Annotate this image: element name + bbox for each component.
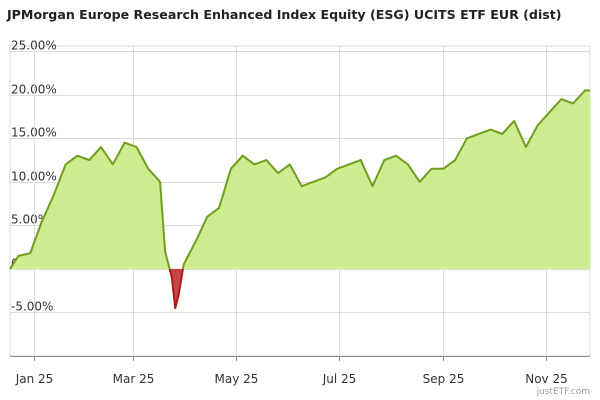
data-point xyxy=(53,194,55,196)
data-point xyxy=(513,120,515,122)
x-tick-label: Jul 25 xyxy=(322,372,357,386)
data-point xyxy=(301,185,303,187)
data-point xyxy=(171,277,173,279)
x-tick-label: May 25 xyxy=(215,372,259,386)
data-point xyxy=(88,159,90,161)
data-point xyxy=(174,307,176,309)
y-tick-label: 15.00% xyxy=(11,126,57,140)
x-tick-label: Sep 25 xyxy=(423,372,465,386)
data-point xyxy=(407,163,409,165)
data-point xyxy=(490,129,492,131)
data-point xyxy=(419,181,421,183)
data-point xyxy=(183,264,185,266)
data-point xyxy=(348,163,350,165)
negative-series-line xyxy=(168,268,184,310)
data-point xyxy=(478,133,480,135)
data-point xyxy=(65,163,67,165)
data-point xyxy=(584,89,586,91)
y-tick-label: 20.00% xyxy=(11,83,57,97)
data-point xyxy=(336,168,338,170)
data-point xyxy=(29,252,31,254)
data-point xyxy=(230,168,232,170)
data-point xyxy=(572,102,574,104)
data-point xyxy=(289,163,291,165)
data-point xyxy=(41,220,43,222)
y-tick-label: 25.00% xyxy=(11,39,57,53)
data-point xyxy=(147,168,149,170)
chart-title: JPMorgan Europe Research Enhanced Index … xyxy=(7,7,562,22)
data-point xyxy=(589,89,591,91)
data-point xyxy=(76,155,78,157)
data-point xyxy=(324,176,326,178)
data-point xyxy=(454,159,456,161)
y-tick-label: 5.00% xyxy=(11,213,49,227)
data-point xyxy=(525,146,527,148)
data-point xyxy=(560,98,562,100)
data-point xyxy=(196,237,198,239)
data-point xyxy=(206,216,208,218)
positive-series-line xyxy=(9,141,171,270)
data-point xyxy=(360,159,362,161)
data-point xyxy=(159,181,161,183)
data-point xyxy=(442,168,444,170)
data-point xyxy=(431,168,433,170)
positive-series-line xyxy=(181,89,590,270)
data-point xyxy=(253,163,255,165)
data-point xyxy=(164,251,166,253)
data-point xyxy=(549,111,551,113)
data-point xyxy=(395,155,397,157)
positive-area xyxy=(182,90,590,269)
y-tick-label: 10.00% xyxy=(11,170,57,184)
data-point xyxy=(277,172,279,174)
x-tick-label: Nov 25 xyxy=(525,372,568,386)
data-point xyxy=(218,207,220,209)
x-tick-label: Jan 25 xyxy=(15,372,54,386)
data-point xyxy=(466,137,468,139)
data-point xyxy=(537,124,539,126)
data-point xyxy=(372,185,374,187)
data-point xyxy=(178,294,180,296)
data-point xyxy=(501,133,503,135)
data-point xyxy=(135,146,137,148)
data-point xyxy=(17,255,19,257)
x-tick-label: Mar 25 xyxy=(113,372,155,386)
data-point xyxy=(124,142,126,144)
data-point xyxy=(112,163,114,165)
data-point xyxy=(9,268,11,270)
data-point xyxy=(265,159,267,161)
positive-area xyxy=(10,142,170,269)
data-point xyxy=(100,146,102,148)
y-tick-label: -5.00% xyxy=(11,300,53,314)
data-point xyxy=(312,181,314,183)
source-credit: justETF.com xyxy=(536,387,590,397)
data-point xyxy=(242,155,244,157)
data-point xyxy=(383,159,385,161)
